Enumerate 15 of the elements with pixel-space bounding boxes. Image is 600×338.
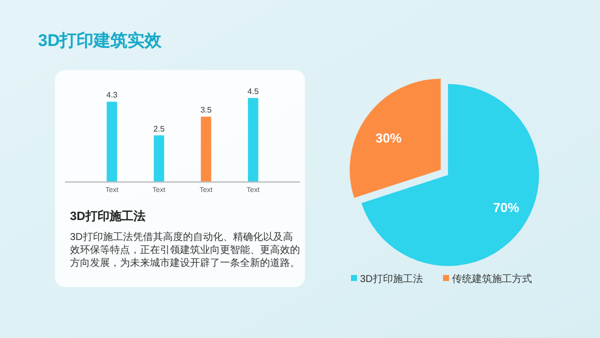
text: 3D打印施工法凭借其高度的自动化、精确化以及高效环保等特点，正在引领建筑业向更智能、更高效的方向发展，为未来城市建设开辟了一条全新的道路。 (70, 231, 300, 269)
data-label: 3.5 (200, 106, 212, 115)
data-label: 4.5 (248, 87, 260, 96)
data-label: 2.5 (153, 124, 166, 134)
bar (248, 98, 258, 182)
bar (200, 116, 212, 182)
legend-label: 3D打印施工法 (360, 273, 423, 285)
data-label: 30% (376, 130, 402, 146)
text: 3D打印施工法 (70, 209, 146, 223)
chart-title: 3D打印建筑实效 (38, 31, 163, 50)
legend-label: 传统建筑施工方式 (452, 273, 532, 285)
bar (106, 102, 118, 182)
bar (154, 135, 164, 182)
data-label: 70% (493, 200, 520, 216)
data-label: 4.3 (106, 90, 118, 100)
